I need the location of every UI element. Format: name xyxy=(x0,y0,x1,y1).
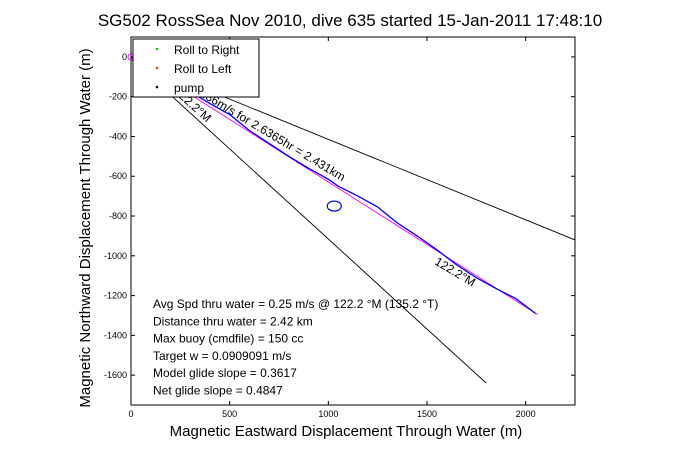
plot-frame xyxy=(130,36,576,406)
surface-loop-marker xyxy=(326,200,342,212)
legend-marker xyxy=(155,66,159,70)
legend: Roll to Right Roll to Left pump xyxy=(132,38,260,98)
axes: 0 500 1000 1500 2000 0 -200 -400 -600 -800 -1000 -… xyxy=(104,36,576,419)
legend-box xyxy=(132,38,260,98)
y-tick-label: -200 xyxy=(109,92,127,102)
x-axis-label: Magnetic Eastward Displacement Through W… xyxy=(170,423,523,440)
y-tick-label: -600 xyxy=(109,171,127,181)
stats-line: Avg Spd thru water = 0.25 m/s @ 122.2 °M… xyxy=(153,297,438,311)
x-tick-label: 2000 xyxy=(516,409,536,419)
stats-line: Net glide slope = 0.4847 xyxy=(153,384,283,398)
stats-line: Distance thru water = 2.42 km xyxy=(153,314,313,328)
legend-label: pump xyxy=(174,81,204,95)
y-tick-label: -1000 xyxy=(104,251,127,261)
stats-line: Target w = 0.0909091 m/s xyxy=(153,349,291,363)
y-tick-label: -1600 xyxy=(104,370,127,380)
series-line-mean-heading xyxy=(130,56,538,315)
y-tick-label: 0 xyxy=(122,52,127,62)
x-tick-label: 0 xyxy=(128,409,133,419)
x-tick-label: 1500 xyxy=(417,409,437,419)
series-line-track xyxy=(130,56,536,315)
x-tick-label: 1000 xyxy=(318,409,338,419)
stats-line: Max buoy (cmdfile) = 150 cc xyxy=(153,332,303,346)
y-tick-label: -400 xyxy=(109,131,127,141)
legend-label: Roll to Right xyxy=(174,43,240,57)
chart-title: SG502 RossSea Nov 2010, dive 635 started… xyxy=(98,11,602,30)
y-axis-ticks: 0 -200 -400 -600 -800 -1000 -1200 -1400 -1600 xyxy=(104,52,575,380)
stats-text-block: Avg Spd thru water = 0.25 m/s @ 122.2 °M… xyxy=(153,297,438,398)
series-line-heading-bound xyxy=(130,58,487,384)
y-tick-label: -1200 xyxy=(104,291,127,301)
legend-marker xyxy=(155,85,159,89)
x-tick-label: 500 xyxy=(222,409,237,419)
legend-marker xyxy=(155,47,159,51)
y-tick-label: -1400 xyxy=(104,330,127,340)
stats-line: Model glide slope = 0.3617 xyxy=(153,366,297,380)
legend-label: Roll to Left xyxy=(174,62,232,76)
y-tick-label: -800 xyxy=(109,211,127,221)
y-axis-label: Magnetic Northward Displacement Through … xyxy=(77,48,94,407)
